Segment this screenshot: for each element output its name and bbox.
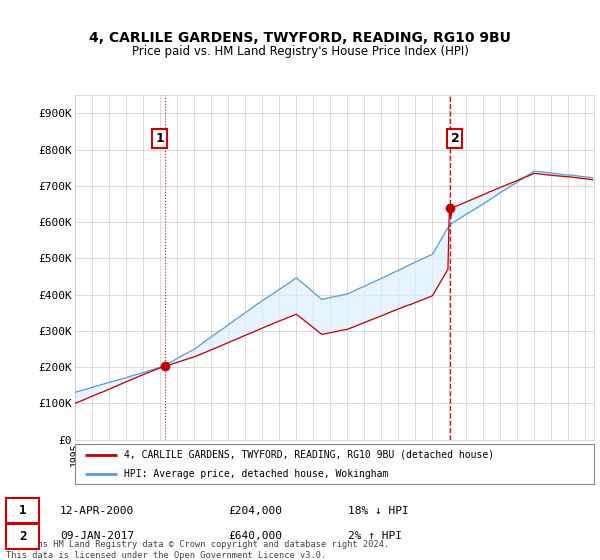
Text: Price paid vs. HM Land Registry's House Price Index (HPI): Price paid vs. HM Land Registry's House … xyxy=(131,45,469,58)
Text: 09-JAN-2017: 09-JAN-2017 xyxy=(60,531,134,542)
Text: 2% ↑ HPI: 2% ↑ HPI xyxy=(348,531,402,542)
Text: 18% ↓ HPI: 18% ↓ HPI xyxy=(348,506,409,516)
Text: 1: 1 xyxy=(19,504,26,517)
Text: HPI: Average price, detached house, Wokingham: HPI: Average price, detached house, Woki… xyxy=(124,469,389,478)
Text: 2: 2 xyxy=(19,530,26,543)
Text: 4, CARLILE GARDENS, TWYFORD, READING, RG10 9BU: 4, CARLILE GARDENS, TWYFORD, READING, RG… xyxy=(89,31,511,45)
Text: £640,000: £640,000 xyxy=(228,531,282,542)
Text: £204,000: £204,000 xyxy=(228,506,282,516)
Text: 1: 1 xyxy=(155,132,164,145)
Text: 12-APR-2000: 12-APR-2000 xyxy=(60,506,134,516)
Text: Contains HM Land Registry data © Crown copyright and database right 2024.
This d: Contains HM Land Registry data © Crown c… xyxy=(6,540,389,559)
Text: 2: 2 xyxy=(451,132,460,145)
Text: 4, CARLILE GARDENS, TWYFORD, READING, RG10 9BU (detached house): 4, CARLILE GARDENS, TWYFORD, READING, RG… xyxy=(124,450,494,460)
